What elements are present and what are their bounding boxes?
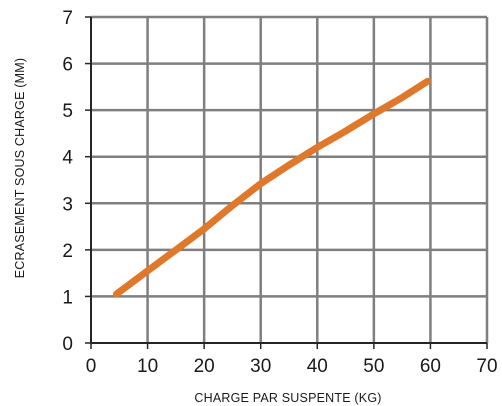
y-tick-label-6: 6: [62, 55, 73, 76]
x-axis-label: CHARGE PAR SUSPENTE (KG): [194, 391, 381, 405]
x-tick-label-50: 50: [363, 356, 384, 377]
x-tick-label-40: 40: [307, 356, 328, 377]
y-tick-label-0: 0: [62, 334, 73, 355]
series-line-0: [113, 77, 432, 298]
x-tick-label-10: 10: [137, 356, 158, 377]
y-tick-label-3: 3: [62, 194, 73, 215]
x-tick-label-20: 20: [194, 356, 215, 377]
series-layer: [113, 77, 432, 298]
x-tick-label-60: 60: [420, 356, 441, 377]
y-tick-label-4: 4: [62, 148, 73, 169]
axes: [85, 16, 488, 349]
x-tick-label-0: 0: [86, 356, 97, 377]
y-axis-label: ECRASEMENT SOUS CHARGE (MM): [13, 58, 27, 278]
grid: [91, 15, 489, 343]
y-tick-label-5: 5: [62, 101, 73, 122]
tick-labels: 0 10 20 30 40 50 60 70 0 1 2 3 4 5 6 7: [62, 8, 497, 377]
x-tick-label-30: 30: [250, 356, 271, 377]
x-tick-label-70: 70: [476, 356, 497, 377]
y-tick-label-7: 7: [62, 8, 73, 29]
y-tick-label-2: 2: [62, 241, 73, 262]
y-tick-label-1: 1: [62, 287, 73, 308]
